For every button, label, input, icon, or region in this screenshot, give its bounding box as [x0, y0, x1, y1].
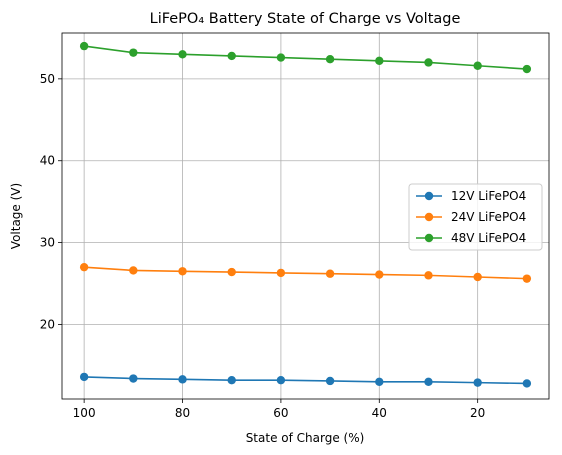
data-point: [522, 64, 532, 74]
data-point: [473, 272, 482, 282]
x-tick-label: 40: [372, 406, 387, 420]
data-point: [375, 270, 384, 279]
legend-marker: [424, 233, 434, 243]
data-point: [325, 55, 335, 64]
y-tick-label: 20: [40, 317, 55, 331]
data-point: [276, 53, 286, 62]
data-point: [79, 41, 89, 51]
legend-box: [408, 183, 543, 251]
data-point: [325, 269, 335, 278]
y-tick-label: 30: [40, 236, 55, 250]
data-point: [375, 56, 384, 66]
data-point: [276, 268, 286, 278]
plot-frame: [61, 32, 550, 400]
data-point: [424, 271, 433, 280]
data-point: [79, 372, 89, 382]
legend-label: 12V LiFePO4: [451, 189, 526, 203]
data-point: [375, 377, 384, 387]
series-layer: [79, 41, 532, 388]
data-point: [473, 61, 482, 70]
data-point: [178, 375, 187, 384]
y-tick-label: 40: [40, 154, 55, 168]
legend-label: 48V LiFePO4: [451, 231, 526, 245]
data-point: [522, 274, 532, 283]
data-point: [424, 58, 433, 67]
y-axis-label: Voltage (V): [9, 183, 23, 249]
x-tick-label: 100: [73, 406, 96, 420]
data-point: [129, 374, 138, 383]
data-point: [227, 375, 236, 385]
legend-marker: [424, 212, 434, 222]
x-tick-label: 20: [470, 406, 485, 420]
data-point: [473, 378, 482, 387]
x-axis-label: State of Charge (%): [246, 431, 365, 445]
data-point: [227, 51, 236, 61]
legend-marker: [424, 191, 434, 201]
series-line-3: [84, 45, 527, 70]
data-point: [325, 376, 335, 386]
data-point: [522, 379, 532, 388]
data-point: [79, 262, 89, 272]
data-point: [129, 48, 138, 57]
data-point: [424, 377, 433, 387]
data-point: [276, 375, 286, 385]
x-axis: 100 80 60 40 20: [73, 399, 485, 420]
data-point: [129, 266, 138, 275]
legend: 12V LiFePO4 24V LiFePO4 48V LiFePO4: [408, 183, 543, 251]
x-tick-label: 60: [273, 406, 288, 420]
legend-label: 24V LiFePO4: [451, 210, 526, 224]
data-point: [178, 50, 187, 59]
y-axis: 20 30 40 50: [40, 72, 62, 331]
data-point: [178, 267, 187, 276]
series-line-2: [84, 266, 527, 280]
y-tick-label: 50: [40, 72, 55, 86]
data-point: [227, 267, 236, 277]
chart-title: LiFePO₄ Battery State of Charge vs Volta…: [150, 11, 461, 27]
x-tick-label: 80: [175, 406, 190, 420]
series-line-1: [84, 376, 527, 385]
